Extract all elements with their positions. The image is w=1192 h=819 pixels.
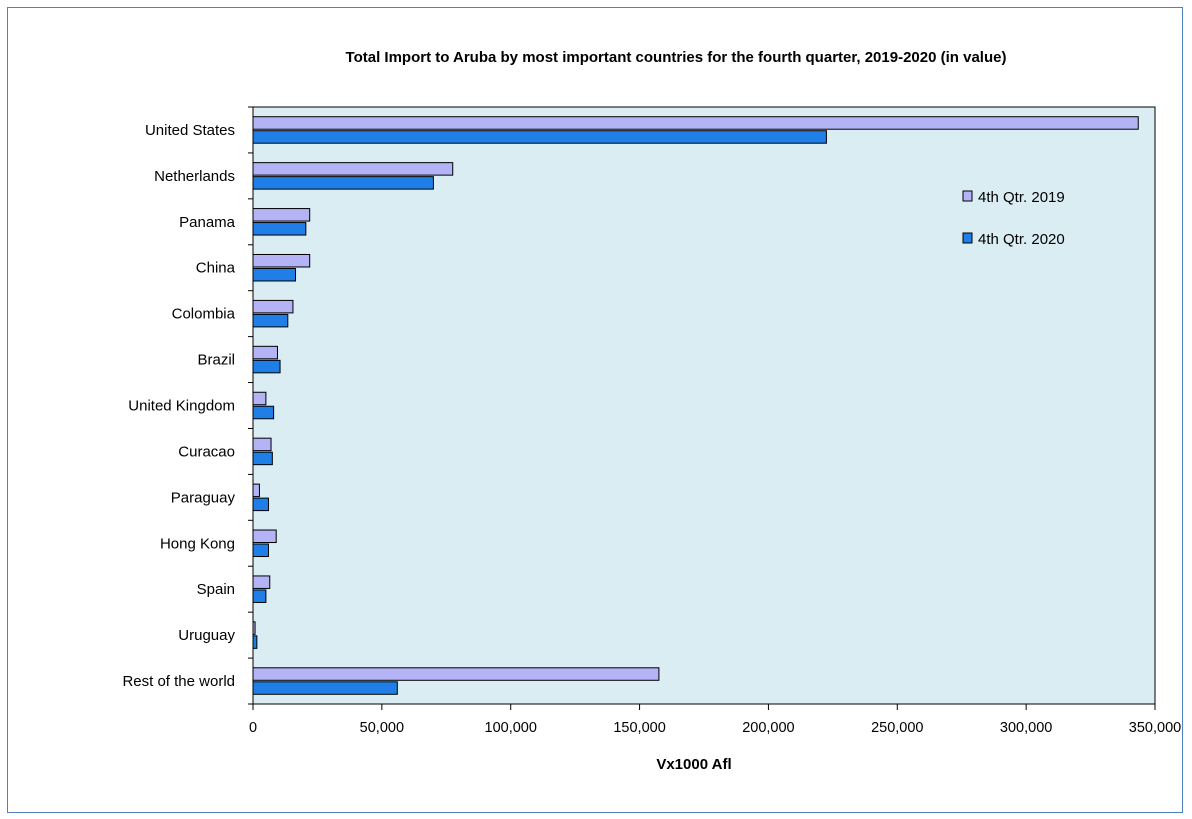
bar-2019 [252, 667, 660, 681]
x-tick-label: 350,000 [1129, 720, 1181, 736]
bar-2020 [252, 359, 281, 374]
bar-2020 [252, 497, 269, 512]
bar-2020 [252, 681, 398, 695]
bar-2020 [252, 543, 269, 558]
category-label: United States [145, 122, 235, 139]
chart-title: Total Import to Aruba by most important … [346, 49, 1007, 66]
bar-2019 [252, 345, 278, 360]
category-label: Curacao [178, 443, 235, 460]
category-label: Panama [179, 214, 236, 231]
bar-2020 [252, 130, 827, 144]
x-tick-label: 250,000 [871, 720, 923, 736]
bars-group [252, 116, 1139, 695]
bar-2020 [252, 589, 267, 603]
category-label: Uruguay [178, 627, 235, 644]
bar-2019 [252, 299, 294, 314]
bar-2019 [252, 575, 271, 589]
bar-2019 [252, 437, 272, 452]
y-axis: United States Netherlands Panama China Colom… [122, 106, 253, 705]
bar-2019 [252, 529, 277, 544]
x-tick-label: 0 [249, 720, 257, 736]
category-label: Netherlands [154, 168, 235, 185]
bar-2020 [252, 176, 434, 190]
plot-area [252, 106, 1156, 705]
category-label: China [196, 260, 236, 277]
bar-2019 [252, 116, 1139, 130]
category-label: Hong Kong [160, 535, 235, 552]
category-label: Rest of the world [122, 673, 235, 690]
x-tick-label: 50,000 [360, 720, 404, 736]
x-tick-label: 300,000 [1000, 720, 1052, 736]
x-tick-label: 100,000 [485, 720, 537, 736]
bar-2019 [252, 483, 260, 498]
bar-2020 [252, 405, 275, 420]
bar-2019 [252, 621, 256, 635]
category-label: Spain [197, 581, 235, 598]
legend-swatch-2020 [962, 232, 973, 244]
bar-2020 [252, 635, 258, 649]
category-label: United Kingdom [128, 398, 235, 415]
legend-label-2020: 4th Qtr. 2020 [978, 231, 1065, 248]
legend-swatch-2019 [962, 190, 973, 202]
bar-2020 [252, 451, 273, 466]
bar-2020 [252, 267, 297, 282]
x-tick-label: 150,000 [613, 720, 665, 736]
x-axis-label: Vx1000 Afl [656, 756, 731, 773]
bar-2019 [252, 391, 267, 406]
category-label: Paraguay [171, 489, 236, 506]
x-tick-label: 200,000 [742, 720, 794, 736]
bar-2020 [252, 313, 289, 328]
category-label: Brazil [197, 352, 235, 369]
bar-2019 [252, 162, 454, 176]
bar-2019 [252, 208, 311, 222]
legend: 4th Qtr. 2019 4th Qtr. 2020 [962, 189, 1065, 248]
x-axis: 0 50,000 100,000 150,000 200,000 250,000 300,0… [249, 704, 1181, 736]
category-label: Colombia [172, 306, 236, 323]
legend-label-2019: 4th Qtr. 2019 [978, 189, 1065, 206]
bar-2019 [252, 253, 311, 268]
bar-2020 [252, 222, 307, 236]
